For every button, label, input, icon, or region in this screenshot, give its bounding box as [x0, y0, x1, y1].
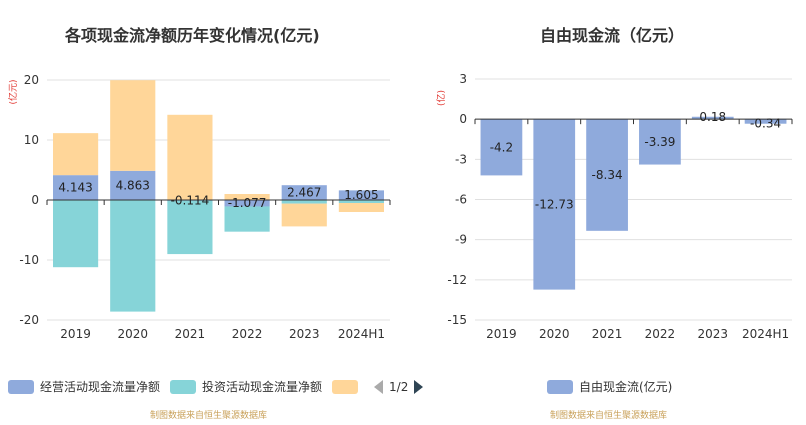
legend-prev-icon[interactable] [374, 379, 384, 394]
y-tick-label: -20 [19, 313, 39, 327]
bar-series-0 [744, 119, 787, 124]
bar-series-2 [167, 114, 213, 200]
legend-swatch-financing [332, 379, 359, 394]
free-cashflow-panel: 自由现金流（亿元） 3 0 -3 -6 -9 -12 -15 (亿) 2019 2020 2021 2… [420, 0, 806, 425]
x-tick-label: 2020 [117, 327, 148, 341]
data-label: 2.467 [287, 186, 321, 200]
y-tick-label: 10 [24, 133, 39, 147]
bar-series-1 [224, 206, 270, 232]
legend-label-operating: 经营活动现金流量净额 [40, 380, 161, 394]
right-source-note: 制图数据来自恒生聚源数据库 [550, 411, 668, 421]
legend-label-investing: 投资活动现金流量净额 [202, 380, 323, 394]
legend-item-operating[interactable]: 经营活动现金流量净额 [8, 378, 160, 395]
bar-series-1 [281, 200, 327, 204]
bar-series-0 [281, 185, 327, 200]
data-label: 4.143 [58, 181, 92, 195]
bar-series-0 [639, 119, 681, 165]
bar-series-1 [167, 200, 213, 255]
legend-swatch-free-cashflow [547, 379, 573, 394]
left-chart-title: 各项现金流净额历年变化情况(亿元) [65, 26, 320, 45]
bar-series-0 [691, 116, 734, 120]
bar-series-0 [586, 119, 628, 231]
legend-swatch-investing [170, 379, 197, 394]
x-tick-label: 2019 [60, 327, 91, 341]
data-label: -8.34 [592, 168, 623, 182]
left-source-note: 制图数据来自恒生聚源数据库 [150, 411, 268, 421]
left-legend: 经营活动现金流量净额 投资活动现金流量净额 1/2 [8, 378, 424, 395]
cashflow-net-panel: 各项现金流净额历年变化情况(亿元) 20 10 0 -10 -20 (亿元) 2019 202… [7, 26, 424, 421]
data-label: 4.863 [116, 178, 150, 192]
bar-series-0 [338, 190, 384, 200]
bar-series-0 [480, 119, 523, 176]
y-tick-label: -10 [19, 253, 39, 267]
x-tick-label: 2024H1 [338, 327, 385, 341]
y-tick-label: 0 [459, 112, 467, 126]
x-tick-label: 2022 [645, 327, 676, 341]
bar-series-2 [224, 194, 270, 200]
y-tick-label: 0 [31, 193, 39, 207]
y-axis-label: (亿) [435, 90, 447, 106]
x-tick-label: 2023 [289, 327, 320, 341]
legend-swatch-operating [8, 379, 34, 394]
bar-series-0 [53, 175, 99, 200]
x-tick-label: 2023 [697, 327, 728, 341]
y-tick-label: 3 [459, 72, 467, 86]
bar-series-2 [110, 80, 156, 171]
legend-item-free-cashflow[interactable]: 自由现金流(亿元) [547, 378, 672, 395]
legend-next-icon[interactable] [414, 379, 424, 394]
y-tick-label: -9 [455, 233, 467, 247]
bar-series-1 [110, 200, 156, 312]
x-tick-label: 2021 [175, 327, 206, 341]
data-label: 1.605 [344, 188, 378, 202]
data-label: -1.077 [228, 196, 267, 210]
data-label: -0.114 [171, 193, 210, 207]
y-tick-label: -12 [447, 273, 467, 287]
y-tick-label: -15 [447, 313, 467, 327]
x-tick-label: 2019 [486, 327, 517, 341]
legend-page-indicator: 1/2 [389, 379, 409, 394]
y-tick-label: 20 [24, 73, 39, 87]
x-tick-label: 2022 [232, 327, 263, 341]
bar-series-1 [338, 200, 384, 203]
data-label: -4.2 [490, 140, 513, 154]
bar-series-0 [533, 119, 576, 290]
y-tick-label: -3 [455, 152, 467, 166]
right-legend: 自由现金流(亿元) [547, 378, 682, 395]
right-chart-title: 自由现金流（亿元） [540, 26, 685, 45]
x-tick-label: 2021 [592, 327, 623, 341]
bar-series-0 [224, 200, 270, 207]
x-tick-label: 2020 [539, 327, 570, 341]
data-label: -3.39 [644, 135, 675, 149]
data-label: -0.34 [750, 117, 781, 131]
legend-label-free-cashflow: 自由现金流(亿元) [579, 380, 673, 394]
bar-series-2 [53, 133, 99, 176]
data-label: -12.73 [535, 197, 574, 211]
x-tick-label: 2024H1 [742, 327, 789, 341]
legend-pager: 1/2 [374, 379, 424, 394]
cashflow-net-chart: 20 10 0 -10 -20 (亿元) 2019 2020 2021 2022 2023 2024H… [7, 73, 391, 341]
data-label: 0.18 [699, 110, 726, 124]
bar-series-0 [110, 170, 156, 200]
bar-series-2 [338, 203, 384, 212]
bar-series-1 [53, 200, 99, 268]
bar-series-2 [281, 203, 327, 227]
y-tick-label: -6 [455, 193, 467, 207]
y-axis-label: (亿元) [7, 79, 19, 104]
legend-item-investing[interactable]: 投资活动现金流量净额 [170, 378, 322, 395]
legend-item-financing[interactable] [332, 379, 364, 394]
free-cashflow-chart: 3 0 -3 -6 -9 -12 -15 (亿) 2019 2020 2021 2022 2023 202… [435, 72, 793, 341]
